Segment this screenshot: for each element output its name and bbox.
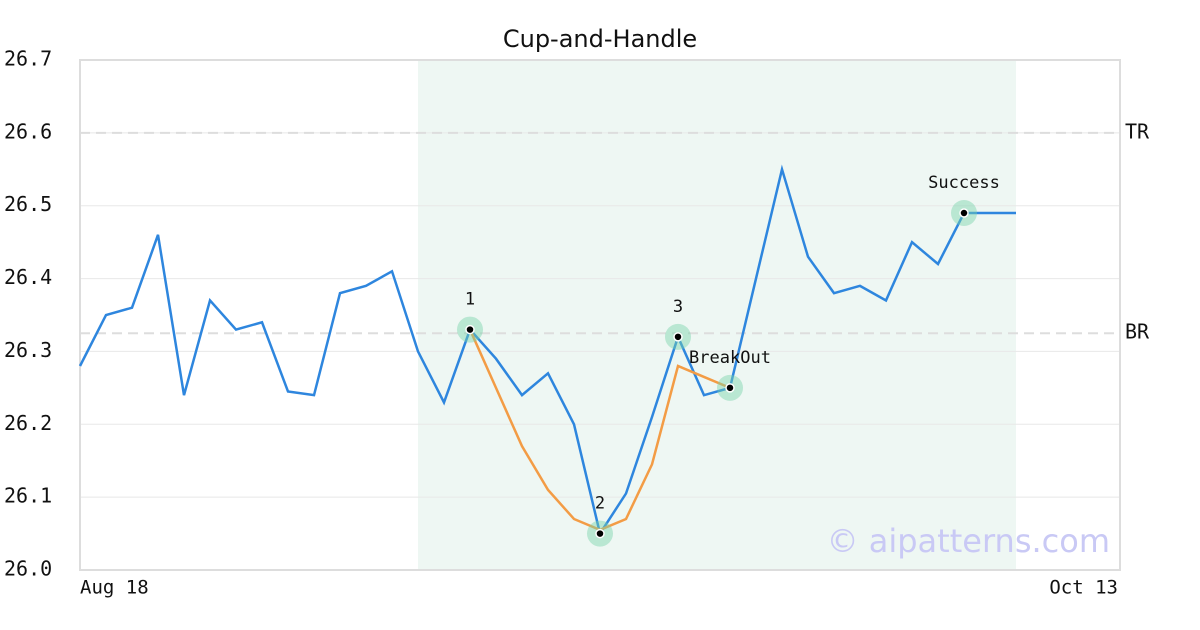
- point-label: BreakOut: [689, 348, 771, 368]
- plot-frame: [79, 59, 1121, 571]
- x-tick-label: Aug 18: [80, 577, 149, 599]
- pattern-point: [673, 332, 683, 342]
- pattern-point: [725, 383, 735, 393]
- pattern-region: [418, 60, 1016, 570]
- chart-title: Cup-and-Handle: [503, 25, 697, 53]
- point-label: Success: [928, 173, 1000, 193]
- y-tick-label: 26.6: [4, 119, 52, 143]
- y-tick-label: 26.3: [4, 338, 52, 362]
- point-label: 2: [595, 494, 605, 514]
- y-tick-label: 26.5: [4, 192, 52, 216]
- pattern-point: [959, 208, 969, 218]
- pattern-point: [465, 324, 475, 335]
- y-tick-label: 26.1: [4, 484, 52, 508]
- y-tick-label: 26.4: [4, 265, 52, 289]
- series-line: [78, 164, 1016, 537]
- point-label: 1: [465, 290, 475, 310]
- pattern-point: [595, 528, 605, 539]
- y-tick-label: 26.2: [4, 411, 52, 435]
- reference-label: TR: [1125, 119, 1150, 143]
- x-tick-label: Oct 13: [1049, 577, 1118, 599]
- reference-label: BR: [1125, 320, 1150, 344]
- y-tick-label: 26.0: [4, 557, 52, 581]
- y-tick-label: 26.7: [4, 47, 52, 71]
- point-label: 3: [673, 297, 683, 317]
- watermark: © aipatterns.com: [827, 522, 1110, 560]
